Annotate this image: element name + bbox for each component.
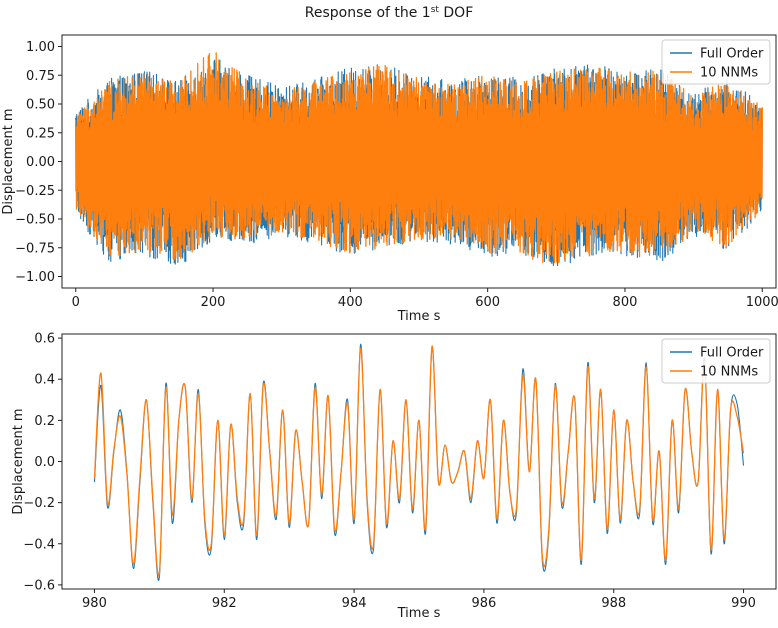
y-tick-label: −1.00 <box>15 270 55 285</box>
series-line-10-nnms <box>75 52 763 264</box>
plot-area <box>75 52 763 267</box>
y-tick-label: −0.2 <box>23 496 55 511</box>
y-tick-label: 1.00 <box>26 40 55 55</box>
series-line-10-nnms <box>93 345 745 577</box>
y-tick-label: −0.25 <box>15 184 55 199</box>
x-tick-label: 1000 <box>746 295 778 310</box>
x-tick-label: 984 <box>342 596 367 611</box>
legend-label: 10 NNMs <box>700 365 758 380</box>
y-tick-label: −0.6 <box>23 578 55 593</box>
figure-title: Response of the 1st DOF <box>305 5 474 21</box>
x-tick-label: 988 <box>601 596 626 611</box>
x-axis-label: Time s <box>397 606 441 621</box>
bottom-panel: 980 982 984 986 988 990 −0.6 −0.4 −0.2 0.0 0.2 0.4 0… <box>11 332 777 621</box>
x-axis-label: Time s <box>397 309 441 324</box>
y-axis-label: Displacement m <box>11 408 26 514</box>
y-tick-label: 0.50 <box>26 98 55 113</box>
y-tick-label: −0.75 <box>15 241 55 256</box>
y-tick-label: 0.00 <box>26 155 55 170</box>
legend: Full Order 10 NNMs <box>661 338 771 384</box>
y-tick-label: 0.75 <box>26 69 55 84</box>
x-tick-label: 600 <box>475 295 500 310</box>
x-tick-label: 980 <box>82 596 107 611</box>
series-line-full-order <box>93 343 745 581</box>
legend-label: 10 NNMs <box>700 66 758 81</box>
y-axis-label: Displacement m <box>1 108 16 214</box>
x-tick-label: 986 <box>471 596 496 611</box>
legend: Full Order 10 NNMs <box>661 39 771 85</box>
x-tick-label: 200 <box>201 295 226 310</box>
y-tick-label: 0.6 <box>34 332 55 347</box>
y-tick-label: 0.25 <box>26 126 55 141</box>
x-tick-label: 800 <box>613 295 638 310</box>
y-tick-label: −0.4 <box>23 537 55 552</box>
y-tick-label: 0.4 <box>34 373 55 388</box>
y-tick-label: 0.2 <box>34 414 55 429</box>
legend-label: Full Order <box>700 346 764 361</box>
top-panel: 0 200 400 600 800 1000 −1.00 −0.75 −0.50 −0.25 0.0… <box>1 34 778 324</box>
x-tick-label: 990 <box>731 596 756 611</box>
plot-area <box>93 343 745 581</box>
x-tick-label: 982 <box>212 596 237 611</box>
legend-label: Full Order <box>700 47 764 62</box>
x-tick-label: 0 <box>72 295 80 310</box>
x-tick-label: 400 <box>338 295 363 310</box>
y-tick-label: 0.0 <box>34 455 55 470</box>
y-tick-label: −0.50 <box>15 213 55 228</box>
